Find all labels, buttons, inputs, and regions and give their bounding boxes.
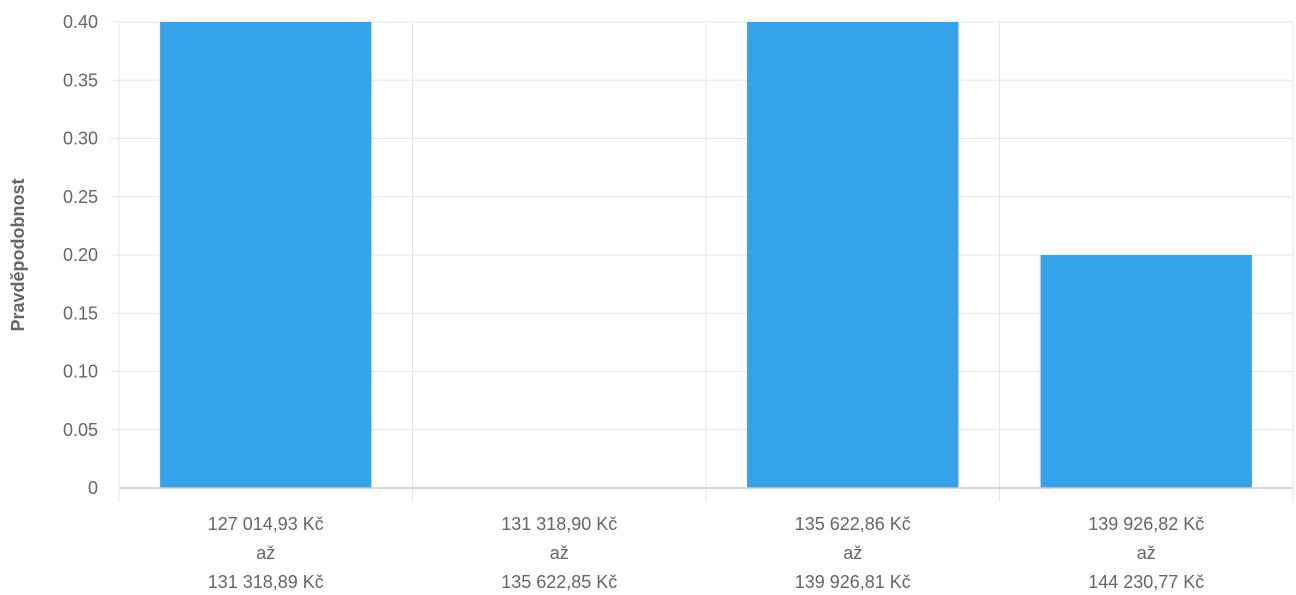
- y-tick-label: 0.40: [63, 12, 98, 32]
- x-tick-labels: 127 014,93 Kč až 131 318,89 Kč 131 318,90 K…: [208, 514, 1205, 592]
- x-tick-label: 131 318,89 Kč: [208, 572, 324, 592]
- x-tick-label: až: [1137, 543, 1156, 563]
- x-tick-label: až: [550, 543, 569, 563]
- x-tick-label: až: [843, 543, 862, 563]
- y-tick-label: 0.05: [63, 420, 98, 440]
- bars: [160, 22, 1252, 488]
- x-tick-label: 127 014,93 Kč: [208, 514, 324, 534]
- y-tick-label: 0.35: [63, 70, 98, 90]
- y-tick-label: 0.10: [63, 362, 98, 382]
- y-tick-label: 0: [88, 478, 98, 498]
- x-tick-label: 139 926,81 Kč: [795, 572, 911, 592]
- bar: [747, 22, 959, 488]
- y-tick-labels: 0 0.05 0.10 0.15 0.20 0.25 0.30 0.35 0.40: [63, 12, 98, 498]
- y-tick-label: 0.25: [63, 187, 98, 207]
- x-tick-label: 144 230,77 Kč: [1088, 572, 1204, 592]
- x-tick-label: až: [256, 543, 275, 563]
- x-tick-label: 131 318,90 Kč: [501, 514, 617, 534]
- x-tick-label: 139 926,82 Kč: [1088, 514, 1204, 534]
- bar: [160, 22, 372, 488]
- y-tick-label: 0.20: [63, 245, 98, 265]
- bar: [1040, 255, 1252, 488]
- y-axis-title: Pravděpodobnost: [8, 178, 28, 331]
- x-tick-label: 135 622,86 Kč: [795, 514, 911, 534]
- y-tick-label: 0.30: [63, 129, 98, 149]
- x-tick-label: 135 622,85 Kč: [501, 572, 617, 592]
- y-tick-label: 0.15: [63, 303, 98, 323]
